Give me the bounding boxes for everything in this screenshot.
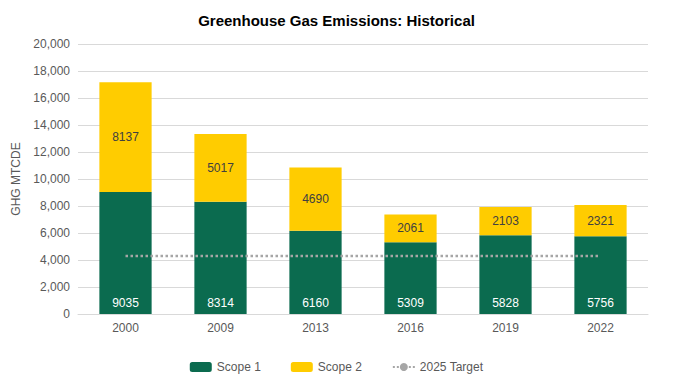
svg-text:8,000: 8,000 [40, 199, 70, 213]
svg-text:2019: 2019 [492, 321, 519, 335]
svg-text:2321: 2321 [587, 214, 614, 228]
svg-text:2009: 2009 [207, 321, 234, 335]
svg-text:20,000: 20,000 [33, 37, 70, 51]
svg-text:2061: 2061 [397, 221, 424, 235]
svg-text:2103: 2103 [492, 214, 519, 228]
svg-text:9035: 9035 [112, 296, 139, 310]
svg-text:8137: 8137 [112, 130, 139, 144]
svg-text:GHG MTCDE: GHG MTCDE [9, 142, 23, 215]
svg-text:2000: 2000 [112, 321, 139, 335]
svg-text:0: 0 [63, 307, 70, 321]
svg-text:6,000: 6,000 [40, 226, 70, 240]
svg-text:2025 Target: 2025 Target [420, 360, 484, 374]
svg-text:2,000: 2,000 [40, 280, 70, 294]
svg-text:5828: 5828 [492, 296, 519, 310]
svg-text:4690: 4690 [302, 192, 329, 206]
svg-text:4,000: 4,000 [40, 253, 70, 267]
svg-text:8314: 8314 [207, 296, 234, 310]
svg-text:18,000: 18,000 [33, 64, 70, 78]
svg-text:16,000: 16,000 [33, 91, 70, 105]
svg-text:12,000: 12,000 [33, 145, 70, 159]
svg-text:Scope 2: Scope 2 [318, 360, 362, 374]
svg-text:2022: 2022 [587, 321, 614, 335]
svg-text:Scope 1: Scope 1 [217, 360, 261, 374]
svg-text:2016: 2016 [397, 321, 424, 335]
svg-text:6160: 6160 [302, 296, 329, 310]
svg-text:Greenhouse Gas Emissions: Hist: Greenhouse Gas Emissions: Historical [198, 12, 475, 29]
svg-text:5756: 5756 [587, 296, 614, 310]
svg-text:5309: 5309 [397, 296, 424, 310]
svg-text:10,000: 10,000 [33, 172, 70, 186]
svg-text:14,000: 14,000 [33, 118, 70, 132]
svg-text:5017: 5017 [207, 161, 234, 175]
svg-text:2013: 2013 [302, 321, 329, 335]
